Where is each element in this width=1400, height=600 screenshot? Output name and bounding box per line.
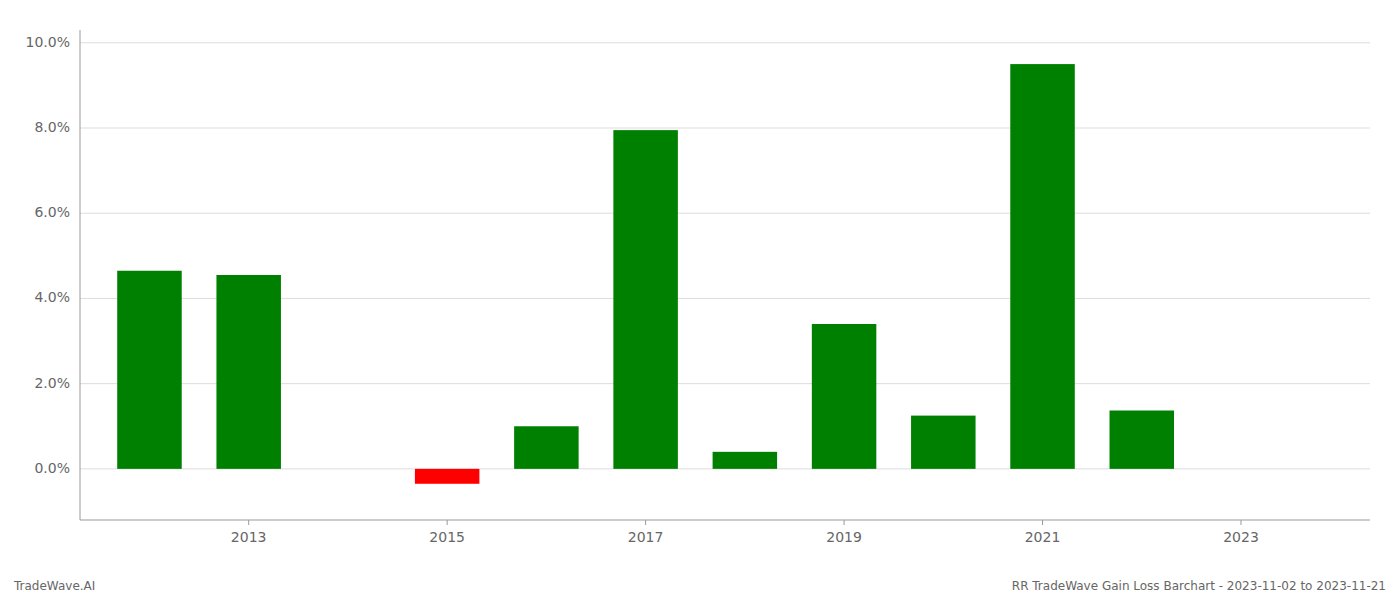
bar (911, 416, 976, 469)
bar (613, 130, 678, 469)
x-tick-label: 2013 (231, 529, 267, 545)
x-tick-label: 2023 (1223, 529, 1259, 545)
bar (812, 324, 877, 469)
y-tick-label: 10.0% (26, 34, 70, 50)
y-axis-line (80, 30, 81, 520)
y-tick-label: 6.0% (34, 204, 70, 220)
x-tick-label: 2017 (628, 529, 664, 545)
x-tick (844, 520, 845, 525)
y-tick-label: 4.0% (34, 289, 70, 305)
bar (216, 275, 281, 469)
bar (415, 469, 480, 484)
x-tick-label: 2015 (429, 529, 465, 545)
x-tick (248, 520, 249, 525)
x-tick (1241, 520, 1242, 525)
x-tick (645, 520, 646, 525)
footer-text: TradeWave.AI (13, 579, 95, 593)
grid (80, 43, 1370, 469)
bar (117, 271, 182, 469)
x-tick (1042, 520, 1043, 525)
y-tick-label: 0.0% (34, 460, 70, 476)
y-tick-label: 2.0% (34, 375, 70, 391)
footer-text: RR TradeWave Gain Loss Barchart - 2023-1… (1012, 579, 1386, 593)
grid-line (80, 213, 1370, 214)
x-tick-label: 2021 (1025, 529, 1061, 545)
bar (713, 452, 778, 469)
bar (1010, 64, 1075, 469)
grid-line (80, 42, 1370, 43)
bar (514, 426, 579, 469)
grid-line (80, 128, 1370, 129)
x-tick-label: 2019 (826, 529, 862, 545)
bar (1110, 410, 1175, 468)
x-axis-line (80, 520, 1370, 521)
x-tick (447, 520, 448, 525)
chart: 0.0% 2.0% 4.0% 6.0% 8.0% 10.0% 2013 2015 2017 201… (0, 0, 1400, 600)
chart-container: 0.0% 2.0% 4.0% 6.0% 8.0% 10.0% 2013 2015 2017 201… (0, 0, 1400, 600)
y-tick-label: 8.0% (34, 119, 70, 135)
bars (117, 64, 1174, 484)
